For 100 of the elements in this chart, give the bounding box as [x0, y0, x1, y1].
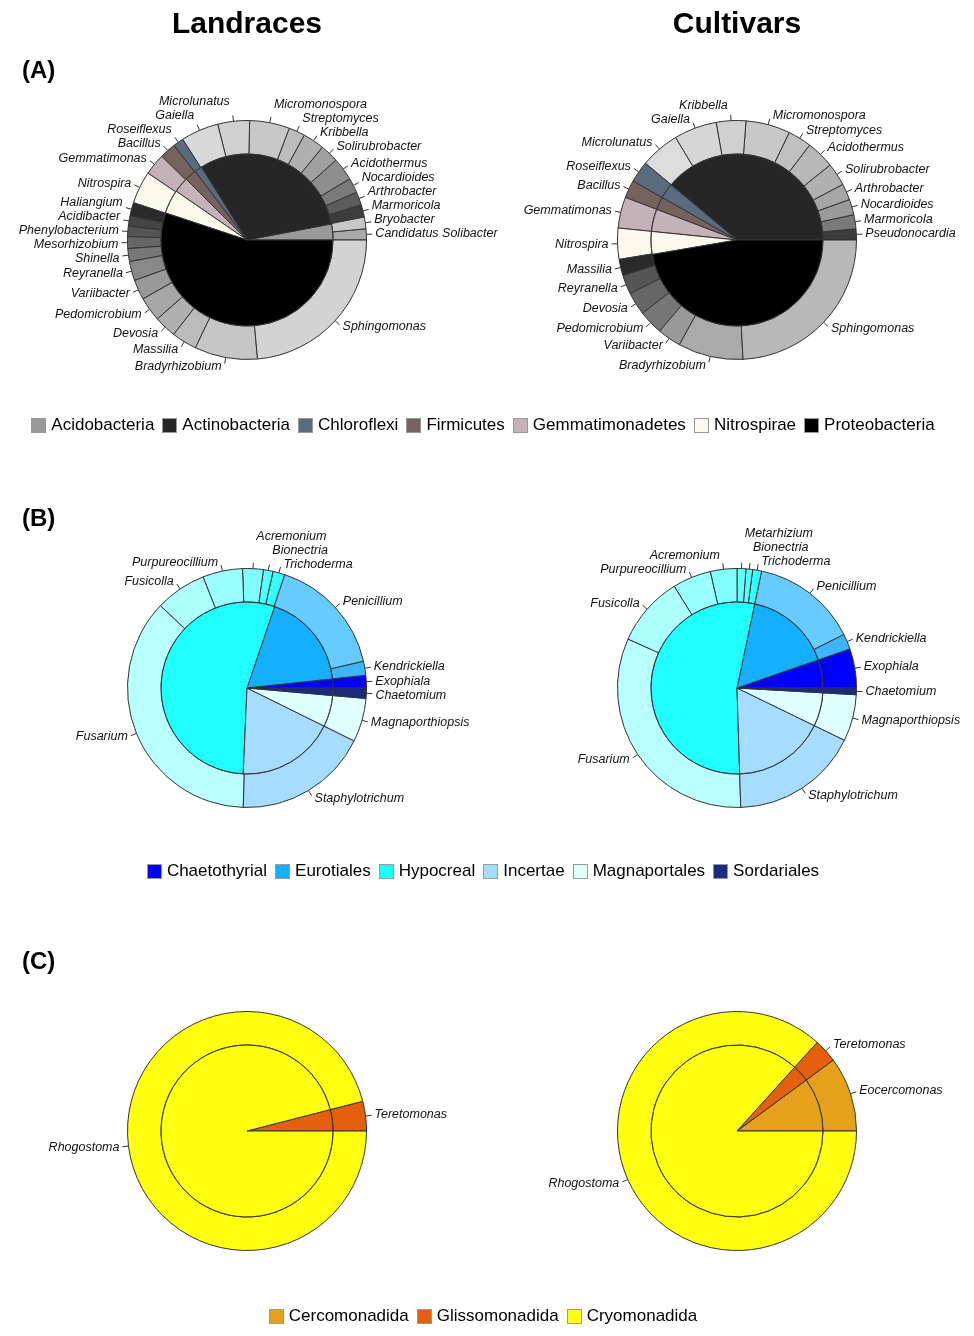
- slice-label: Fusicolla: [124, 573, 174, 588]
- slice-label: Metarhizium: [744, 525, 813, 540]
- slice-label: Acidothermus: [350, 156, 428, 171]
- text: (A): [22, 56, 56, 84]
- chart-title: Cultivars: [672, 6, 802, 40]
- slice-label: Pedomicrobium: [556, 321, 644, 336]
- legend-label: Cercomonadida: [288, 1306, 409, 1325]
- legend-label: Chaetothyrial: [166, 861, 268, 880]
- slice-label: Solirubrobacter: [336, 139, 423, 154]
- legend-label: Glissomonadida: [436, 1306, 559, 1325]
- slice-label: Massilia: [566, 262, 612, 277]
- slice-label: Shinella: [75, 251, 120, 266]
- slice-label: Exophiala: [375, 673, 431, 688]
- slice-label: Arthrobacter: [853, 180, 925, 195]
- slice-label: Kendrickiella: [373, 659, 445, 674]
- legend-label: Magnaportales: [592, 861, 706, 880]
- slice-label: Chaetomium: [865, 684, 937, 699]
- slice-label: Teretomonas: [833, 1037, 906, 1052]
- slice-label: Micromonospora: [772, 108, 866, 123]
- legend-label: Chloroflexi: [318, 415, 399, 434]
- slice-label: Nitrospira: [555, 236, 609, 251]
- slice-label: Staphylotrichum: [808, 788, 898, 803]
- slice-label: Micromonospora: [273, 97, 368, 112]
- slice-label: Sphingomonas: [342, 319, 426, 334]
- slice-label: Pseudonocardia: [865, 226, 956, 241]
- slice-label: Exophiala: [863, 659, 919, 674]
- legend-label: Eurotiales: [295, 861, 371, 880]
- legend-label: Cryomonadida: [586, 1306, 698, 1325]
- slice-label: Penicillium: [816, 578, 877, 593]
- legend-label: Actinobacteria: [182, 415, 291, 434]
- slice-label: Fusarium: [75, 729, 128, 744]
- legend-label: Hypocreal: [398, 861, 476, 880]
- slice-label: Rhogostoma: [548, 1175, 620, 1190]
- slice-label: Phenylobacterium: [18, 223, 119, 238]
- slice-label: Trichoderma: [283, 556, 353, 571]
- slice-label: Solirubrobacter: [844, 161, 931, 176]
- text: (C): [22, 947, 56, 975]
- slice-label: Acremonium: [255, 528, 327, 543]
- legend-label: Gemmatimonadetes: [532, 415, 686, 434]
- slice-label: Streptomyces: [302, 111, 379, 126]
- slice-label: Staphylotrichum: [314, 790, 405, 805]
- slice-label: Acremonium: [648, 547, 720, 562]
- slice-label: Purpureocillium: [600, 561, 687, 576]
- slice-label: Sphingomonas: [830, 321, 915, 336]
- slice-label: Massilia: [132, 341, 179, 356]
- legend-label: Trichoderma: [761, 553, 831, 568]
- slice-label: Acidothermus: [826, 140, 905, 155]
- legend-label: Nitrospirae: [713, 415, 797, 434]
- legend-label: Incertae: [503, 861, 565, 880]
- text: (B): [22, 504, 56, 532]
- slice-label: Roseiflexus: [107, 122, 172, 137]
- slice-label: Reyranella: [63, 266, 123, 280]
- slice-label: Penicillium: [342, 594, 403, 608]
- slice-label: Kribbella: [319, 125, 369, 140]
- slice-label: Devosia: [112, 326, 159, 341]
- slice-label: Rhogostoma: [48, 1139, 120, 1154]
- slice-label: Bacillus: [577, 177, 621, 192]
- slice-label: Nocardioides: [361, 170, 435, 185]
- slice-label: Magnaporthiopsis: [370, 715, 470, 730]
- slice-label: Acidibacter: [57, 209, 121, 224]
- slice-label: Variibacter: [603, 338, 664, 353]
- slice-label: Microlunatus: [158, 94, 230, 109]
- slice-label: Marmoricola: [371, 198, 441, 213]
- slice-label: Fusarium: [577, 752, 630, 767]
- slice-label: Gaiella: [155, 108, 195, 123]
- legend-label: Firmicutes: [426, 415, 505, 434]
- slice-label: Streptomyces: [805, 123, 883, 138]
- slice-label: Bionectria: [752, 539, 809, 554]
- slice-label: Candidatus Solibacter: [375, 226, 499, 241]
- slice-label: Kendrickiella: [855, 630, 927, 645]
- slice-label: Purpureocillium: [132, 554, 219, 569]
- slice-label: Bacillus: [117, 136, 161, 151]
- slice-label: Marmoricola: [864, 212, 933, 227]
- slice-label: Magnaporthiopsis: [861, 712, 961, 727]
- slice-label: Chaetomium: [375, 687, 447, 702]
- slice-label: Devosia: [582, 301, 628, 315]
- slice-label: Fusicolla: [590, 595, 640, 610]
- slice-label: Kribbella: [679, 98, 728, 113]
- slice-label: Haliangium: [60, 195, 123, 210]
- legend-label: Acidobacteria: [51, 415, 155, 434]
- slice-label: Roseiflexus: [566, 159, 631, 174]
- slice-label: Reyranella: [557, 280, 618, 295]
- chart-title: Landraces: [171, 6, 323, 40]
- slice-label: Nocardioides: [860, 197, 934, 212]
- legend-label: Sordariales: [733, 861, 820, 880]
- slice-label: Mesorhizobium: [33, 237, 119, 252]
- slice-label: Bionectria: [272, 542, 328, 557]
- slice-label: Bradyrhizobium: [619, 357, 706, 372]
- slice-label: Eocercomonas: [859, 1083, 943, 1098]
- slice-label: Bradyrhizobium: [134, 358, 222, 373]
- legend-label: Proteobacteria: [824, 415, 935, 434]
- slice-label: Microlunatus: [581, 134, 653, 149]
- slice-label: Nitrospira: [77, 175, 132, 190]
- slice-label: Arthrobacter: [366, 184, 438, 199]
- slice-label: Pedomicrobium: [54, 307, 142, 322]
- slice-label: Gaiella: [651, 112, 691, 127]
- slice-label: Teretomonas: [374, 1107, 448, 1122]
- slice-label: Bryobacter: [374, 212, 436, 227]
- slice-label: Variibacter: [70, 286, 131, 301]
- slice-label: Gemmatimonas: [58, 151, 147, 166]
